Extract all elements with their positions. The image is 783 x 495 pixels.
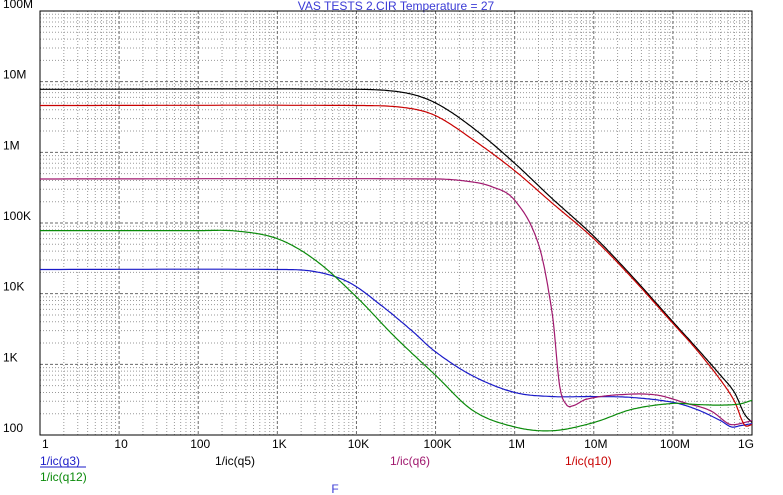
- y-tick-labels: 100 1K 10K 100K 1M 10M 100M: [3, 0, 33, 435]
- series-lines: [40, 88, 753, 432]
- y-tick-label: 100K: [3, 209, 31, 223]
- series-line: [40, 229, 753, 432]
- series-line: [40, 268, 753, 428]
- x-tick-label: 100K: [424, 437, 452, 451]
- legend-entry: 1/ic(q5): [215, 454, 255, 468]
- series-line: [40, 178, 753, 426]
- grid: [39, 10, 753, 436]
- y-tick-label: 100M: [3, 0, 33, 11]
- legend-entry: 1/ic(q10): [565, 454, 612, 468]
- x-tick-label: 1M: [508, 437, 525, 451]
- x-axis-label: F: [331, 482, 338, 495]
- legend-entry: 1/ic(q12): [40, 470, 87, 484]
- x-tick-labels: 1 10 100 1K 10K 100K 1M 10M 100M 1G: [42, 437, 754, 451]
- y-tick-label: 1M: [3, 138, 20, 152]
- legend-entry: 1/ic(q6): [390, 454, 430, 468]
- x-tick-label: 1G: [738, 437, 754, 451]
- legend-entry: 1/ic(q3): [40, 454, 80, 468]
- series-line: [40, 104, 752, 427]
- x-tick-label: 1: [42, 437, 49, 451]
- y-tick-label: 10M: [3, 68, 26, 82]
- x-tick-label: 10: [114, 437, 128, 451]
- y-tick-label: 100: [3, 421, 23, 435]
- plot-frame: [39, 10, 753, 436]
- legend: 1/ic(q3) 1/ic(q5) 1/ic(q6) 1/ic(q10) 1/ic(q1…: [40, 454, 612, 484]
- series-line: [40, 88, 753, 423]
- x-tick-label: 10M: [584, 437, 607, 451]
- y-tick-label: 1K: [3, 350, 18, 364]
- x-tick-label: 10K: [348, 437, 369, 451]
- y-tick-label: 10K: [3, 280, 24, 294]
- x-tick-label: 100: [190, 437, 210, 451]
- chart-title: VAS TESTS 2.CIR Temperature = 27: [298, 0, 495, 13]
- x-tick-label: 1K: [272, 437, 287, 451]
- x-tick-label: 100M: [660, 437, 690, 451]
